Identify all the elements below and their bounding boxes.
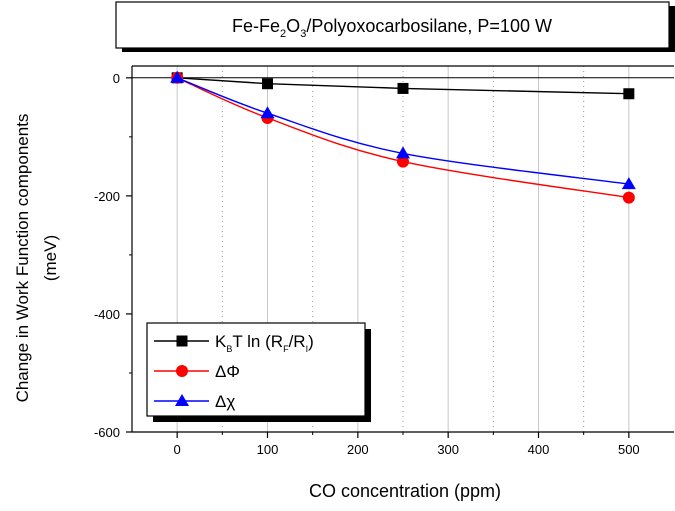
legend-label-subscript: B (226, 344, 232, 354)
data-point (622, 191, 635, 204)
x-tick-label: 100 (257, 442, 279, 457)
x-tick-label: 300 (437, 442, 459, 457)
y-axis-label-line1: Change in Work Function components (13, 114, 32, 403)
chart-title: Fe-Fe2O3/Polyoxocarbosilane, P=100 W (232, 16, 552, 40)
legend-item-2: Δχ (154, 392, 235, 411)
legend-swatch-marker (176, 335, 188, 347)
data-point (623, 88, 635, 100)
axes: 0 100 200 300 400 500 0 -200 -400 -600 (94, 65, 674, 457)
chart-title-box: Fe-Fe2O3/Polyoxocarbosilane, P=100 W (115, 1, 675, 52)
y-tick-label: -400 (94, 307, 120, 322)
data-point (621, 177, 636, 190)
y-tick-label: -600 (94, 425, 120, 440)
legend-item-1: ΔΦ (154, 362, 240, 381)
x-tick-label: 500 (618, 442, 640, 457)
series-line (176, 77, 629, 199)
legend-label-part: ) (308, 332, 314, 351)
legend-label: KBT ln (RF/RI) (215, 332, 314, 354)
chart-title-part: Fe-Fe (232, 16, 280, 36)
data-point (397, 82, 409, 94)
data-point (396, 146, 410, 159)
data-point (397, 155, 409, 168)
x-tick-label: 200 (347, 442, 369, 457)
x-tick-label: 0 (174, 442, 181, 457)
y-axis-label-line2: (meV) (41, 235, 60, 281)
legend-swatch-marker (175, 394, 189, 406)
x-axis-label: CO concentration (ppm) (309, 481, 501, 501)
legend-label-part: /R (289, 332, 306, 351)
legend-label: ΔΦ (215, 362, 240, 381)
data-point (260, 106, 275, 119)
data-point (262, 78, 273, 90)
legend-label: Δχ (215, 392, 235, 411)
series-line (176, 77, 629, 185)
chart-title-part: /Polyoxocarbosilane, P=100 W (306, 16, 552, 36)
chart-title-subscript: 2 (280, 28, 286, 40)
x-tick-label: 400 (528, 442, 550, 457)
legend-swatch-marker (176, 365, 188, 377)
y-tick-label: -200 (94, 189, 120, 204)
legend-label-subscript: I (306, 344, 309, 354)
title-box (115, 1, 670, 49)
legend-label-part: K (215, 332, 227, 351)
series-line (177, 77, 629, 95)
series-layer (170, 70, 636, 204)
chart-title-part: O (286, 16, 300, 36)
legend-label-part: T ln (R (232, 332, 283, 351)
data-point (170, 70, 185, 83)
chart-title-subscript: 3 (300, 28, 306, 40)
legend-item-0: KBT ln (RF/RI) (154, 332, 314, 354)
legend-label-subscript: F (283, 344, 289, 354)
y-tick-label: 0 (113, 71, 120, 86)
legend: KBT ln (RF/RI) ΔΦ Δχ (146, 322, 371, 422)
series-2 (170, 70, 636, 190)
